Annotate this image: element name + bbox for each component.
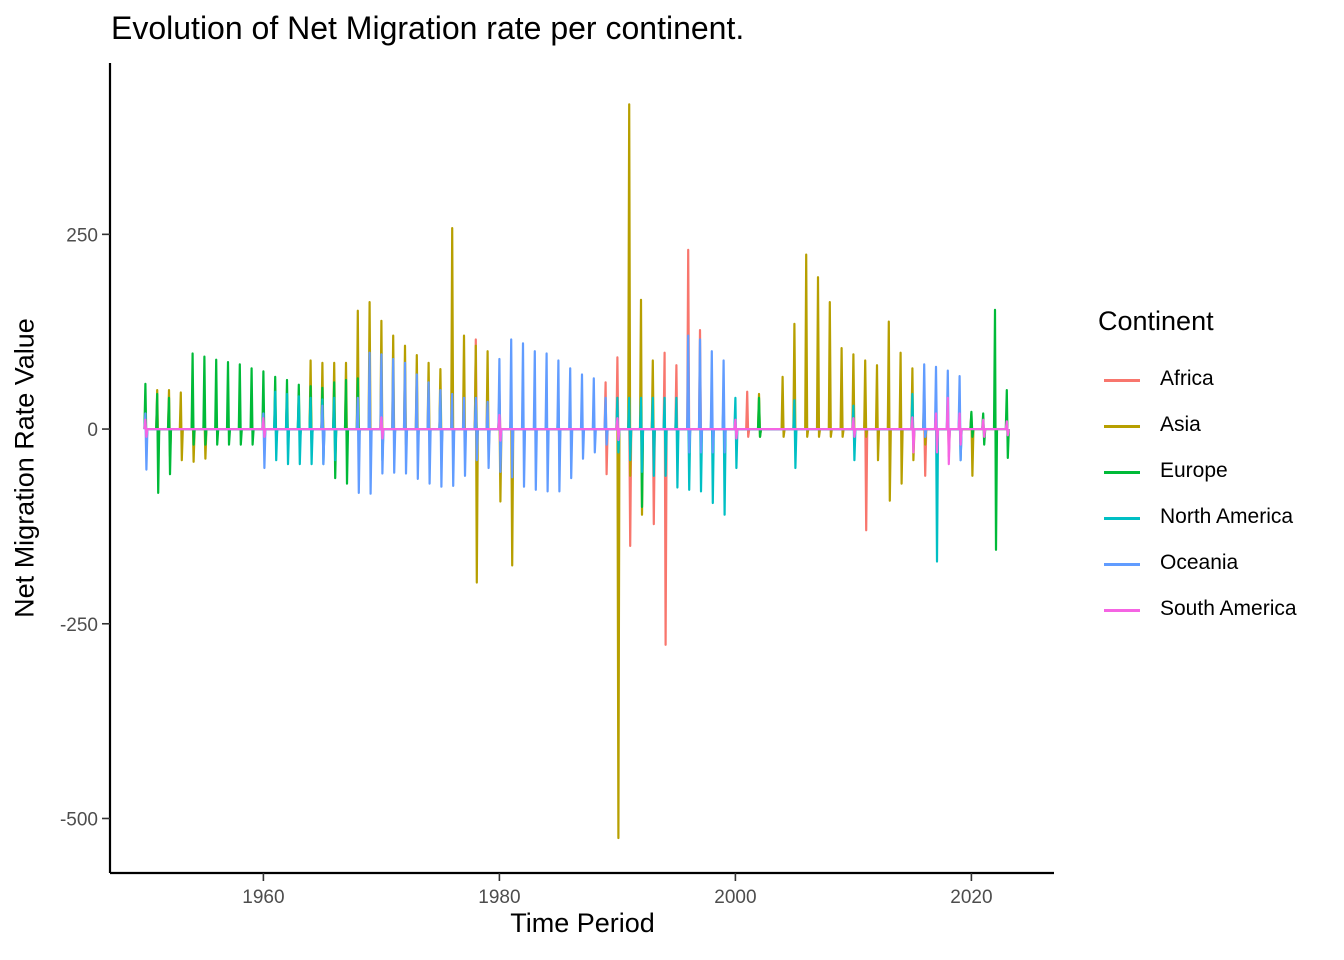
x-ticks: 1960 1980 2000 2020	[242, 873, 993, 908]
y-tick-label: -250	[60, 615, 98, 636]
legend-swatch-asia	[1104, 425, 1140, 428]
legend-label-oceania: Oceania	[1160, 551, 1239, 574]
y-tick-label: 250	[66, 225, 98, 246]
chart-title: Evolution of Net Migration rate per cont…	[111, 10, 745, 46]
y-ticks: -500 -250 0 250	[60, 225, 110, 830]
x-tick-label: 2020	[950, 887, 992, 908]
legend-label-north-america: North America	[1160, 505, 1294, 528]
x-axis-label: Time Period	[510, 908, 655, 938]
legend-item-europe: Europe	[1098, 449, 1338, 495]
legend-label-asia: Asia	[1160, 413, 1201, 436]
legend-item-asia: Asia	[1098, 403, 1338, 449]
legend-item-oceania: Oceania	[1098, 541, 1338, 587]
legend-item-africa: Africa	[1098, 357, 1338, 403]
legend-item-north-america: North America	[1098, 495, 1338, 541]
legend-label-africa: Africa	[1160, 367, 1214, 390]
legend-swatch-south-america	[1104, 609, 1140, 612]
series-layer	[143, 103, 1010, 840]
legend-swatch-oceania	[1104, 563, 1140, 566]
legend-label-europe: Europe	[1160, 459, 1228, 482]
x-tick-label: 1980	[478, 887, 520, 908]
legend-item-south-america: South America	[1098, 587, 1338, 633]
legend-swatch-europe	[1104, 471, 1140, 474]
series-line-asia	[155, 103, 975, 840]
legend-swatch-north-america	[1104, 517, 1140, 520]
y-tick-label: -500	[60, 809, 98, 830]
y-tick-label: 0	[87, 420, 98, 441]
series-line-oceania	[143, 334, 963, 495]
legend-title: Continent	[1098, 306, 1214, 336]
y-axis-label: Net Migration Rate Value	[9, 318, 40, 618]
legend: Continent Africa Asia Europe North Ameri…	[1098, 306, 1338, 633]
legend-swatch-africa	[1104, 379, 1140, 382]
series-line-south-america	[143, 396, 1010, 466]
x-tick-label: 2000	[714, 887, 756, 908]
legend-label-south-america: South America	[1160, 597, 1297, 620]
x-tick-label: 1960	[242, 887, 284, 908]
